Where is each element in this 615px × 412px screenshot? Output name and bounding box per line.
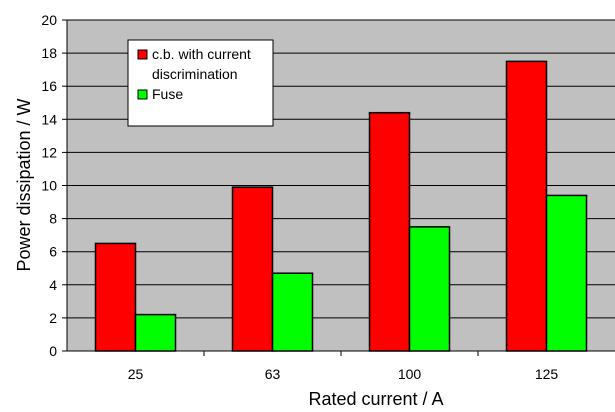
legend-box <box>127 39 274 127</box>
y-tick-label: 2 <box>49 310 57 326</box>
x-axis-title: Rated current / A <box>308 389 443 409</box>
y-tick-label: 18 <box>41 45 57 61</box>
legend-label: Fuse <box>152 86 183 102</box>
x-tick-label: 63 <box>265 366 281 382</box>
y-tick-label: 20 <box>41 12 57 28</box>
bar-fuse-63 <box>271 272 314 352</box>
x-tick-label: 25 <box>128 366 144 382</box>
legend-label: discrimination <box>152 66 238 82</box>
bar-fuse-125 <box>545 194 588 352</box>
y-tick-label: 12 <box>41 144 57 160</box>
x-tick-labels: 25 63 100 125 <box>128 366 559 382</box>
bar-cb-25 <box>94 242 137 352</box>
x-tick-label: 125 <box>535 366 559 382</box>
legend: c.b. with current discrimination Fuse <box>127 39 274 127</box>
axes <box>62 19 615 356</box>
legend-swatch <box>137 49 148 60</box>
y-tick-label: 0 <box>49 343 57 359</box>
x-tick-label: 100 <box>398 366 422 382</box>
bar-fuse-100 <box>408 226 451 352</box>
bars <box>94 60 588 352</box>
y-tick-label: 6 <box>49 244 57 260</box>
y-tick-label: 14 <box>41 111 57 127</box>
y-tick-label: 8 <box>49 211 57 227</box>
bar-cb-125 <box>505 60 548 352</box>
bar-fuse-25 <box>134 313 177 352</box>
bar-cb-100 <box>368 111 411 352</box>
y-tick-label: 16 <box>41 78 57 94</box>
legend-label: c.b. with current <box>152 46 251 62</box>
y-tick-labels: 0 2 4 6 8 10 12 14 16 18 20 <box>41 12 57 359</box>
bar-cb-63 <box>231 186 274 352</box>
y-tick-label: 10 <box>41 178 57 194</box>
y-axis-title: Power dissipation / W <box>14 98 34 271</box>
legend-swatch <box>137 89 148 100</box>
y-tick-label: 4 <box>49 277 57 293</box>
